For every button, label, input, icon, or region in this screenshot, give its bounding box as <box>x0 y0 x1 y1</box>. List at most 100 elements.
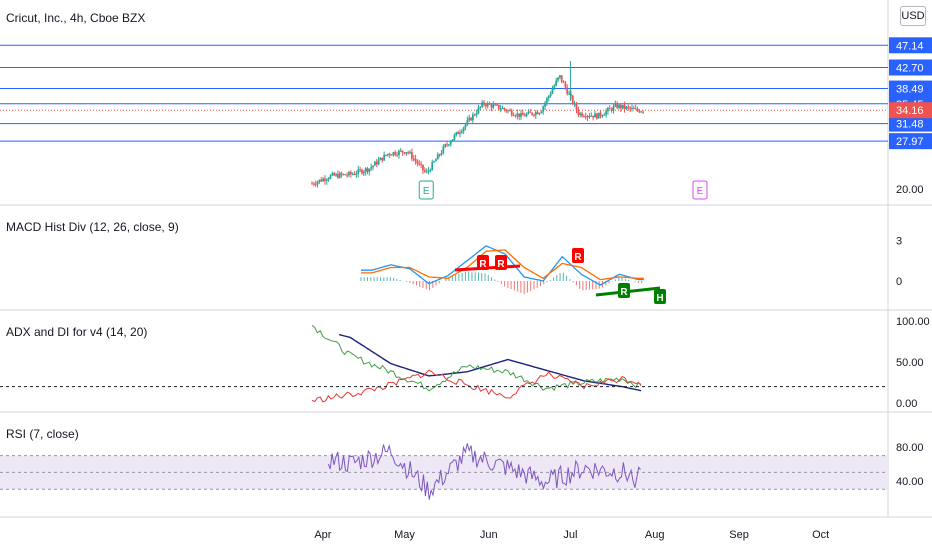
candle-body <box>636 108 639 111</box>
candle-body <box>368 168 371 172</box>
divergence-marker <box>572 248 584 263</box>
candle-body <box>571 95 574 104</box>
time-axis-label: Sep <box>729 529 749 541</box>
candle-body <box>403 152 406 154</box>
candle-body <box>372 165 374 168</box>
time-axis-label: Aug <box>645 529 665 541</box>
candle-body <box>531 112 534 115</box>
macd-axis: 30 <box>896 236 902 289</box>
candle-body <box>640 111 643 113</box>
candle-body <box>509 110 511 112</box>
candle-body <box>423 169 426 172</box>
candle-body <box>464 124 467 128</box>
candle-body <box>375 161 378 165</box>
candle-body <box>588 116 591 118</box>
adx-axis: 100.00 50.00 0.00 <box>0 316 930 410</box>
candle-body <box>538 113 541 115</box>
candle-body <box>364 168 367 172</box>
candle-body <box>638 110 641 113</box>
adx-series-line <box>311 324 642 392</box>
currency-button[interactable]: USD <box>900 6 926 26</box>
candlesticks <box>311 61 644 188</box>
candle-body <box>533 114 535 116</box>
rsi-pane[interactable]: RSI (7, close) 80.00 40.00 <box>0 427 924 500</box>
candle-body <box>348 172 350 176</box>
candle-body <box>405 152 408 154</box>
level-label: 31.48 <box>896 119 924 131</box>
adx-series-line <box>311 369 642 403</box>
candle-body <box>451 139 454 142</box>
candle-body <box>447 144 450 146</box>
chart-title: Cricut, Inc., 4h, Cboe BZX <box>6 11 145 25</box>
candle-body <box>594 113 596 118</box>
candle-body <box>392 152 395 156</box>
candle-body <box>627 106 630 108</box>
candle-body <box>497 104 500 109</box>
candle-body <box>577 109 580 115</box>
candle-body <box>449 141 452 145</box>
adx-lines <box>311 324 642 403</box>
candle-body <box>311 183 313 185</box>
candle-body <box>501 107 504 109</box>
divergence-label: R <box>574 252 582 263</box>
macd-axis-label: 3 <box>896 236 902 248</box>
rsi-axis-label: 80.00 <box>896 442 924 454</box>
level-badge <box>889 133 932 150</box>
candle-body <box>608 108 611 110</box>
candle-body <box>322 178 324 182</box>
candle-body <box>338 173 341 178</box>
time-axis[interactable]: Apr May Jun Jul Aug Sep Oct <box>314 529 829 541</box>
macd-series-line <box>361 245 644 286</box>
candle-body <box>597 112 600 119</box>
candle-body <box>324 178 326 181</box>
candle-body <box>494 104 497 106</box>
candle-body <box>486 103 489 107</box>
rsi-line <box>327 443 641 500</box>
rsi-title: RSI (7, close) <box>6 427 79 441</box>
divergence-marker <box>495 255 507 270</box>
candle-body <box>573 103 576 105</box>
candle-body <box>438 154 441 156</box>
candle-body <box>529 111 532 113</box>
horizontal-levels[interactable] <box>0 44 888 142</box>
divergence-label: R <box>479 259 487 270</box>
candle-body <box>586 116 589 118</box>
candle-body <box>492 104 495 108</box>
candle-body <box>477 107 480 114</box>
divergence-marker <box>477 255 489 270</box>
candle-body <box>327 178 330 180</box>
candle-body <box>412 158 415 160</box>
candle-body <box>466 120 469 125</box>
candle-body <box>566 87 569 94</box>
candle-body <box>431 162 434 170</box>
candle-body <box>623 104 626 109</box>
candle-body <box>616 104 619 108</box>
candle-body <box>496 104 498 106</box>
candle-body <box>433 161 435 163</box>
adx-pane[interactable]: ADX and DI for v4 (14, 20) 100.00 50.00 0.… <box>0 316 930 410</box>
candle-body <box>490 104 493 108</box>
candle-body <box>331 173 334 176</box>
candle-body <box>388 153 391 155</box>
level-badge <box>889 59 932 76</box>
candle-body <box>414 158 417 162</box>
macd-histogram <box>360 271 643 295</box>
candle-body <box>610 108 613 111</box>
candle-body <box>518 113 521 117</box>
divergence-marker <box>618 283 630 298</box>
candle-body <box>460 131 463 133</box>
candle-body <box>555 80 558 86</box>
candle-body <box>377 160 380 165</box>
time-axis-label: Jun <box>480 529 498 541</box>
candle-body <box>472 114 474 121</box>
candle-body <box>436 154 439 160</box>
candle-body <box>336 174 339 178</box>
candle-body <box>394 152 397 155</box>
candle-body <box>634 108 637 110</box>
